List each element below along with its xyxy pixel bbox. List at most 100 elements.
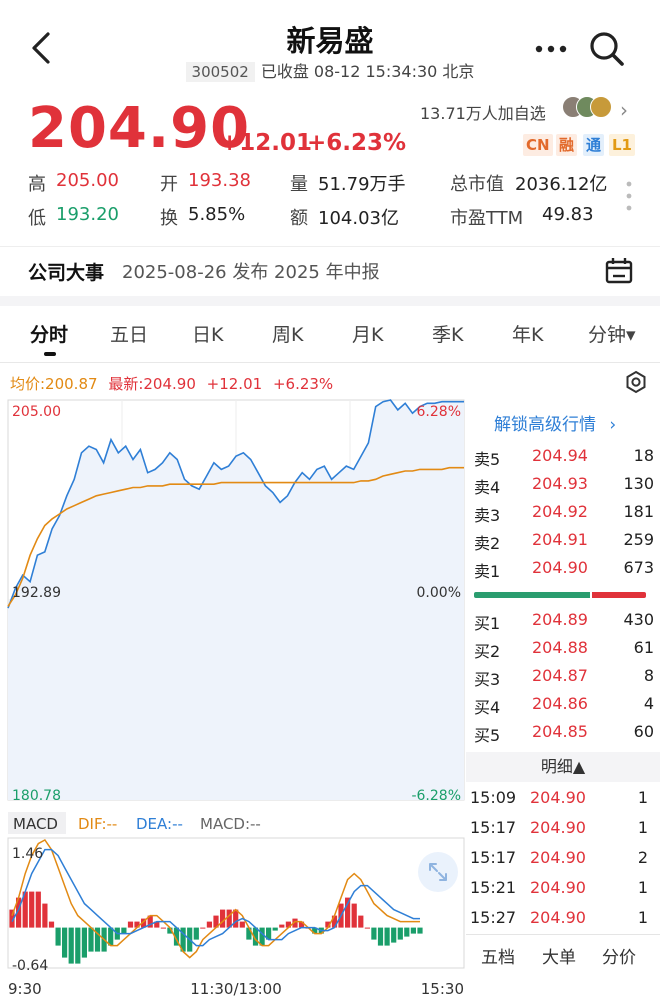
macd-bar [364,927,370,929]
macd-bar [147,915,153,928]
level-label: 买2 [474,642,501,661]
trade-volume: 1 [637,818,648,837]
tab-yearly-k[interactable]: 年K [512,324,544,346]
tab-monthly-k[interactable]: 月K [352,324,384,346]
chevron-right-icon[interactable]: › [620,98,628,122]
trade-price: 204.90 [530,908,586,927]
more-icon[interactable] [534,44,568,54]
macd-bar [29,891,35,928]
level-price: 204.85 [532,722,588,741]
unlock-advanced-quotes-link[interactable]: 解锁高级行情 › [494,410,616,435]
pct-top-label: 6.28% [417,404,461,420]
avatar [590,96,612,118]
calendar-icon[interactable] [604,256,634,286]
level-volume: 130 [623,474,654,493]
macd-bar [417,927,423,934]
macd-bar [266,927,272,940]
macd-bar [68,927,74,964]
tab-indicator [44,352,56,356]
tab-daily-k[interactable]: 日K [192,324,224,346]
tab-big-orders[interactable]: 大单 [542,948,576,968]
level-label: 买1 [474,614,501,633]
macd-bar [42,903,48,928]
event-text: 2025-08-26 发布 2025 年中报 [122,262,380,283]
amount-value: 104.03亿 [318,208,399,229]
mktcap-label: 总市值 [450,174,504,195]
badge-margin: 融 [556,134,578,156]
trade-details-header[interactable]: 明细▲ [466,752,660,782]
tab-5day[interactable]: 五日 [110,324,149,346]
buy-level-3[interactable]: 买3 204.87 8 [474,666,654,694]
price-change: +12.01 [220,130,313,156]
trade-volume: 1 [637,788,648,807]
macd-bar [48,921,55,928]
sell-level-3[interactable]: 卖3 204.92 181 [474,502,654,530]
macd-bar [193,927,199,940]
sell-level-4[interactable]: 卖4 204.93 130 [474,474,654,502]
divider [0,362,660,363]
sell-level-2[interactable]: 卖2 204.91 259 [474,530,654,558]
search-icon[interactable] [588,30,626,68]
watcher-avatars[interactable] [562,96,616,122]
expand-icon[interactable] [418,852,458,892]
tab-minute[interactable]: 分钟▾ [588,324,636,346]
macd-bar [167,927,173,934]
buy-level-2[interactable]: 买2 204.88 61 [474,638,654,666]
macd-bar [94,927,101,952]
tab-weekly-k[interactable]: 周K [272,324,304,346]
pct-mid-label: 0.00% [417,585,461,601]
market-status: 已收盘 08-12 15:34:30 北京 [260,62,475,81]
macd-bar [239,921,245,928]
sell-level-1[interactable]: 卖1 204.90 673 [474,558,654,586]
open-label: 开 [160,174,178,195]
macd-bar [397,927,403,940]
volume-value: 51.79万手 [318,174,406,195]
macd-bar [206,921,212,928]
avg-price-text: 均价:200.87 [10,375,98,393]
settings-icon[interactable] [624,370,648,394]
sell-level-5[interactable]: 卖5 204.94 18 [474,446,654,474]
trade-volume: 2 [637,848,648,867]
tab-five-levels[interactable]: 五档 [481,948,515,968]
order-book-tabs [466,934,660,974]
buy-level-4[interactable]: 买4 204.86 4 [474,694,654,722]
company-event-bar[interactable] [0,246,660,292]
level-price: 204.86 [532,694,588,713]
macd-bar [298,921,305,928]
watchers-count[interactable]: 13.71万人加自选 [420,104,546,123]
trade-time: 15:27 [470,908,517,927]
volume-label: 量 [290,174,308,195]
tab-quarterly-k[interactable]: 季K [432,324,464,346]
bid-ask-ratio-bar-red [592,592,646,598]
latest-change-pct-text: +6.23% [272,375,334,393]
macd-tag[interactable] [8,812,66,834]
buy-level-5[interactable]: 买5 204.85 60 [474,722,654,750]
level-volume: 430 [623,610,654,629]
vertical-dots-icon[interactable] [624,180,634,212]
tab-intraday[interactable]: 分时 [30,324,69,346]
level-label: 卖3 [474,506,501,525]
open-value: 193.38 [188,170,251,191]
macd-bar [55,927,61,946]
level-volume: 259 [623,530,654,549]
macd-bar [154,921,160,928]
trade-time: 15:09 [470,788,517,807]
tab-price-distribution[interactable]: 分价 [602,948,636,968]
trade-price: 204.90 [530,878,586,897]
intraday-chart[interactable]: 205.00 192.89 180.78 6.28% 0.00% -6.28% … [0,396,466,1006]
back-icon[interactable] [22,28,62,68]
macd-bar [351,903,357,928]
macd-bar [371,927,377,940]
macd-title: MACD [13,815,58,833]
level-price: 204.92 [532,502,588,521]
buy-level-1[interactable]: 买1 204.89 430 [474,610,654,638]
macd-bar [384,927,390,946]
macd-bar [75,927,81,964]
macd-top-label: 1.46 [12,846,43,862]
level-volume: 18 [633,446,654,465]
level-price: 204.88 [532,638,588,657]
pct-bottom-label: -6.28% [411,788,461,804]
macd-bar [127,921,134,928]
dea-label: DEA:-- [136,815,183,833]
macd-bar [226,909,232,928]
